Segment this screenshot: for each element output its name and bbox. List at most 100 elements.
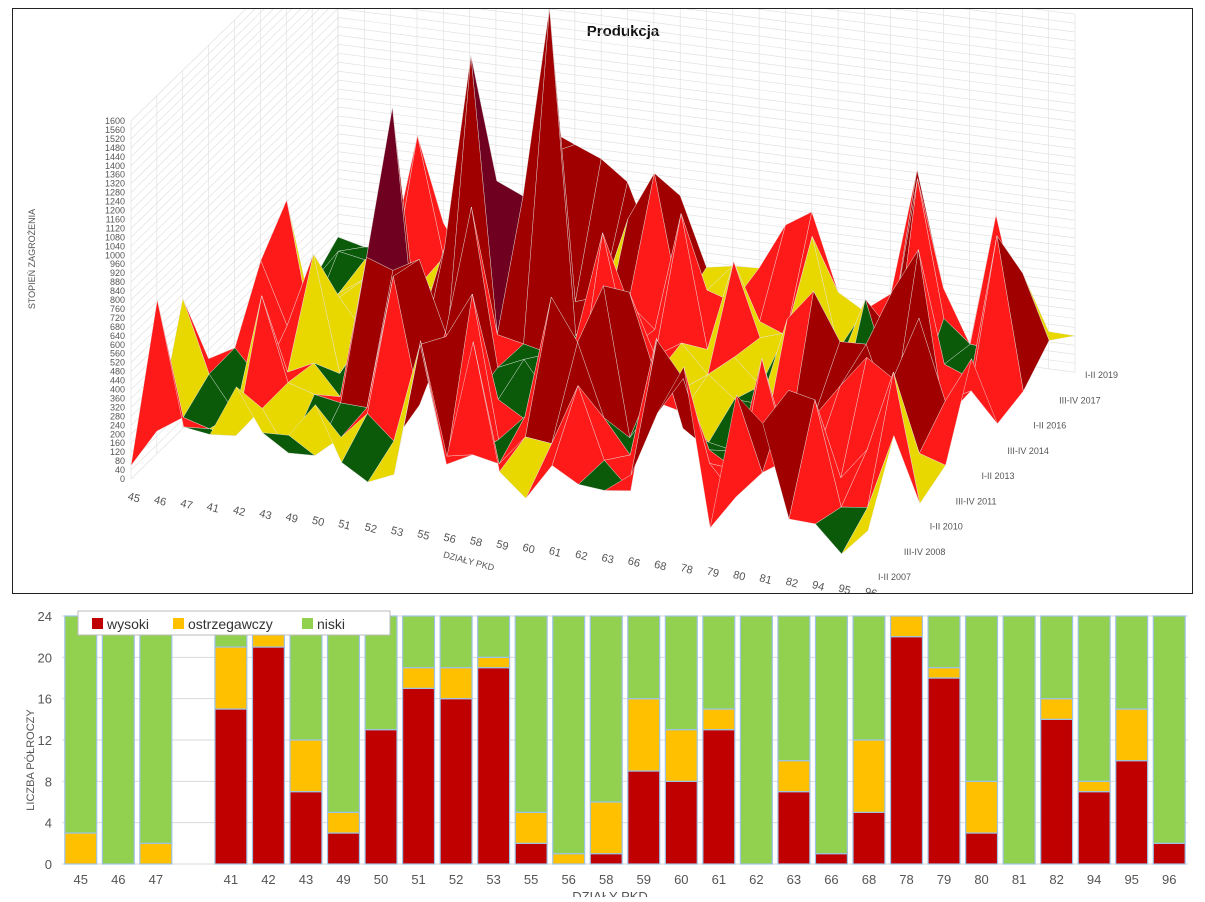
- z-tick-label: 200: [110, 429, 125, 439]
- bar-niski: [1002, 615, 1036, 865]
- x-tick-label: 51: [337, 518, 352, 533]
- z-tick-label: 640: [110, 331, 125, 341]
- surface-patch: [841, 435, 895, 555]
- bar-ostrzegawczy: [402, 667, 436, 689]
- legend: wysoki ostrzegawczy niski: [77, 610, 391, 636]
- bar-wysoki: [965, 832, 999, 865]
- x-tick-label: 78: [899, 872, 913, 887]
- z-tick-label: 1320: [105, 179, 125, 189]
- x-tick-label: 94: [811, 579, 826, 593]
- y-tick-label: III-IV 2014: [1007, 446, 1049, 456]
- bar-ostrzegawczy: [477, 656, 511, 669]
- y-axis: I-II 2007 III-IV 2008 I-II 2010 III-IV 2011…: [878, 370, 1118, 582]
- x-axis: 45 46 47 41 42 43 49 50 51 52 53 55 56 58 59 60 61 62 63 66…: [126, 491, 878, 601]
- bar-wysoki: [1077, 791, 1111, 865]
- z-tick-label: 680: [110, 322, 125, 332]
- surface-chart: Produkcja 0 40 80 120 160 200 240 280 320 360 400 44…: [12, 0, 1193, 601]
- z-tick-label: 1480: [105, 143, 125, 153]
- bar-ostrzegawczy: [514, 811, 548, 844]
- bar-ostrzegawczy: [702, 708, 736, 731]
- legend-swatch-wysoki: [92, 618, 103, 629]
- z-tick-label: 1360: [105, 170, 125, 180]
- x-tick-label: 45: [74, 872, 88, 887]
- y-tick-label: I-II 2016: [1033, 421, 1066, 431]
- x-tick-label: 79: [937, 872, 951, 887]
- back-wall-gridline: [754, 0, 1076, 42]
- surface-chart-svg: Produkcja0408012016020024028032036040044…: [27, 0, 1118, 601]
- x-tick-label: 60: [674, 872, 688, 887]
- bar-niski: [927, 615, 961, 669]
- x-tick-label: 56: [442, 532, 457, 547]
- x-axis-title: DZIAŁY PKD: [442, 549, 496, 572]
- z-tick-label: 1160: [106, 214, 125, 224]
- bar-ostrzegawczy: [1115, 708, 1149, 762]
- x-tick-label: 58: [468, 535, 483, 550]
- x-tick-label: 43: [258, 508, 273, 523]
- bar-ostrzegawczy: [664, 729, 698, 782]
- bar-wysoki: [1152, 842, 1186, 865]
- z-tick-label: 560: [110, 349, 125, 359]
- x-tick-label: 63: [787, 872, 801, 887]
- x-tick-label: 47: [149, 872, 163, 887]
- y-tick-label: III-IV 2008: [904, 547, 946, 557]
- x-tick-label: 50: [311, 515, 326, 530]
- bar-wysoki: [627, 770, 661, 865]
- x-tick-label: 51: [411, 872, 425, 887]
- stacked-bar-chart: 0 4 8 12 16 20 24 LICZBA PÓŁROCZY 45 46 47 41 42 43 49…: [12, 598, 1193, 902]
- z-axis: 0408012016020024028032036040044048052056…: [105, 116, 125, 484]
- bar-niski: [777, 615, 811, 762]
- bar-wysoki: [214, 708, 248, 865]
- x-tick-label: 80: [732, 569, 747, 584]
- x-tick-label: 41: [224, 872, 238, 887]
- surface-mesh: [130, 7, 1076, 555]
- bar-niski: [739, 615, 773, 865]
- bar-wysoki: [364, 729, 398, 865]
- bar-niski: [326, 615, 361, 813]
- x-tick-label: 50: [374, 872, 388, 887]
- bar-ostrzegawczy: [965, 780, 999, 834]
- bar-ostrzegawczy: [1040, 698, 1074, 720]
- x-tick-label: 80: [974, 872, 988, 887]
- y-tick-label: I-II 2019: [1085, 370, 1118, 380]
- bar-wysoki: [251, 646, 285, 865]
- bar-niski: [852, 615, 886, 741]
- bar-niski: [664, 615, 698, 731]
- x-tick-label: 79: [705, 566, 720, 581]
- x-tick-label: 59: [495, 538, 510, 553]
- bar-niski: [552, 615, 586, 855]
- bar-wysoki: [402, 687, 436, 865]
- bar-wysoki: [777, 791, 811, 865]
- bar-wysoki: [477, 667, 511, 865]
- x-tick-label: 59: [637, 872, 651, 887]
- z-tick-label: 880: [110, 277, 125, 287]
- bar-niski: [402, 615, 436, 669]
- legend-swatch-niski: [302, 618, 313, 629]
- bar-niski: [289, 615, 323, 741]
- x-tick-label: 78: [679, 562, 694, 577]
- x-axis-title: DZIAŁY PKD: [572, 889, 648, 897]
- stacked-bar-chart-svg: 0 4 8 12 16 20 24 LICZBA PÓŁROCZY 45 46 47 41 42 43 49…: [24, 609, 1188, 902]
- x-tick-label: 96: [1162, 872, 1176, 887]
- x-tick-label: 42: [232, 504, 247, 519]
- z-tick-label: 1080: [105, 232, 125, 242]
- x-tick-label: 81: [758, 572, 773, 587]
- z-tick-label: 280: [110, 411, 125, 421]
- x-tick-label: 53: [390, 525, 405, 540]
- y-tick-label: III-IV 2011: [956, 496, 997, 506]
- z-tick-label: 1200: [105, 206, 125, 216]
- y-tick-label: 8: [45, 774, 52, 789]
- z-tick-label: 760: [110, 304, 125, 314]
- x-tick-label: 61: [712, 872, 726, 887]
- y-tick-label: 0: [45, 857, 52, 872]
- x-tick-label: 52: [363, 521, 378, 536]
- x-tick-label: 47: [179, 498, 194, 513]
- x-tick-label: 95: [837, 583, 852, 593]
- bar-ostrzegawczy: [326, 811, 361, 834]
- z-tick-label: 320: [110, 402, 125, 412]
- y-tick-label: 20: [38, 650, 52, 665]
- legend-label-ostrzegawczy: ostrzegawczy: [188, 616, 273, 632]
- bar-niski: [64, 615, 98, 834]
- bar-niski: [1152, 615, 1186, 844]
- x-tick-label: 56: [561, 872, 575, 887]
- x-tick-label: 96: [863, 586, 878, 593]
